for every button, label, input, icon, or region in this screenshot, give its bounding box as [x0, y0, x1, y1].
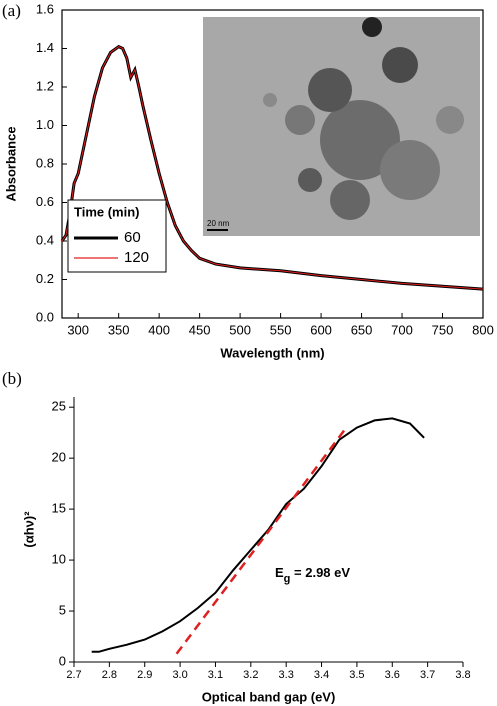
y-tick-label: 0.8 — [36, 155, 54, 170]
particle — [263, 93, 277, 107]
annotation: Eg = 2.98 eV — [275, 565, 350, 584]
particle — [298, 168, 322, 192]
x-tick-label: 700 — [391, 322, 413, 337]
scale-label: 20 nm — [207, 219, 230, 228]
legend-box — [67, 199, 167, 273]
x-tick-label: 550 — [270, 322, 292, 337]
x-tick-label: 350 — [108, 322, 130, 337]
x-tick-label: 500 — [229, 322, 251, 337]
x-tick-label: 800 — [472, 322, 494, 337]
particle — [308, 68, 352, 112]
particle — [382, 47, 418, 83]
x-tick-label: 3.8 — [455, 669, 470, 681]
inset-image: 20 nm — [203, 17, 480, 236]
x-axis-label: Optical band gap (eV) — [202, 689, 336, 704]
x-tick-label: 3.0 — [172, 669, 187, 681]
x-tick-label: 650 — [351, 322, 373, 337]
y-tick-label: 0.2 — [36, 271, 54, 286]
panel-label: (b) — [2, 369, 22, 388]
y-tick-label: 1.4 — [36, 40, 54, 55]
particle — [380, 140, 440, 200]
y-tick-label: 10 — [52, 552, 66, 567]
y-tick-label: 0.4 — [36, 232, 54, 247]
legend-title: Time (min) — [74, 204, 140, 219]
particle — [362, 17, 382, 37]
y-tick-label: 0 — [59, 653, 66, 668]
series-line — [61, 46, 484, 290]
x-tick-label: 3.5 — [349, 669, 364, 681]
x-tick-label: 3.6 — [385, 669, 400, 681]
x-axis-label: Wavelength (nm) — [220, 345, 324, 360]
particle — [330, 180, 370, 220]
x-tick-label: 3.1 — [208, 669, 223, 681]
y-tick-label: 1.6 — [36, 1, 54, 16]
x-tick-label: 3.2 — [243, 669, 258, 681]
y-tick-label: 0.6 — [36, 194, 54, 209]
x-tick-label: 3.3 — [279, 669, 294, 681]
x-tick-label: 300 — [67, 322, 89, 337]
series-line — [91, 417, 425, 653]
x-tick-label: 3.7 — [420, 669, 435, 681]
x-tick-label: 600 — [310, 322, 332, 337]
y-axis-label: (αhν)² — [21, 511, 36, 548]
y-tick-label: 0.0 — [36, 309, 54, 324]
annotation-part: E — [275, 565, 284, 580]
panel-label: (a) — [2, 1, 21, 20]
particle — [436, 106, 464, 134]
y-tick-label: 5 — [59, 602, 66, 617]
x-tick-label: 450 — [189, 322, 211, 337]
x-tick-label: 2.7 — [66, 669, 81, 681]
y-tick-label: 20 — [52, 450, 66, 465]
y-tick-label: 25 — [52, 399, 66, 414]
legend-label: 120 — [124, 249, 149, 266]
x-tick-label: 2.8 — [102, 669, 117, 681]
y-tick-label: 15 — [52, 501, 66, 516]
y-axis-label: Absorbance — [3, 126, 18, 201]
series-line — [175, 426, 348, 655]
x-tick-label: 750 — [432, 322, 454, 337]
legend-label: 60 — [124, 229, 141, 246]
x-tick-label: 400 — [148, 322, 170, 337]
y-tick-label: 1.2 — [36, 78, 54, 93]
x-tick-label: 3.4 — [314, 669, 329, 681]
x-tick-label: 2.9 — [137, 669, 152, 681]
y-tick-label: 1.0 — [36, 117, 54, 132]
annotation-part: g — [284, 573, 291, 585]
particle — [320, 100, 400, 180]
particle — [285, 105, 315, 135]
annotation-part: = 2.98 eV — [290, 565, 350, 580]
